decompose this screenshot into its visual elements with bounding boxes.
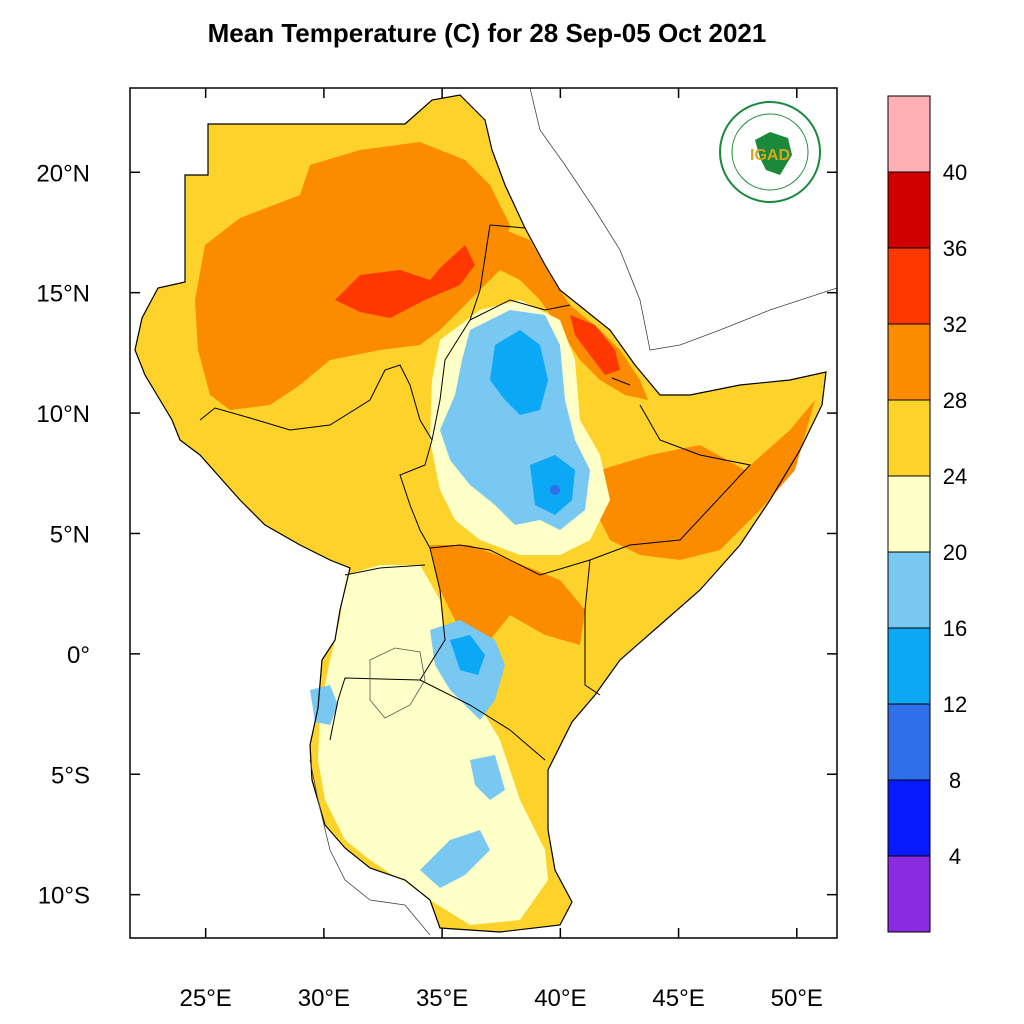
region-cool-tanzania: [420, 830, 490, 888]
lon-tick-label: 40°E: [534, 985, 586, 1012]
colorbar-bin: [887, 779, 931, 857]
region-cool-tanzania-2: [470, 755, 505, 800]
colorbar-bin: [887, 627, 931, 705]
colorbar-label: 8: [949, 768, 961, 793]
lon-tick-label: 25°E: [180, 985, 232, 1012]
lat-tick-label: 20°N: [36, 160, 90, 187]
region-very-hot-danakil: [570, 315, 620, 375]
colorbar-bin: [887, 703, 931, 781]
colorbar-label: 24: [943, 464, 967, 489]
colorbar-label: 16: [943, 616, 967, 641]
lon-tick-label: 45°E: [652, 985, 704, 1012]
country-borders: [199, 224, 751, 761]
colorbar-bin: [887, 475, 931, 553]
colorbar-label: 20: [943, 540, 967, 565]
colorbar-label: 36: [943, 236, 967, 261]
colorbar-label: 28: [943, 388, 967, 413]
region-hot-sudan: [195, 142, 510, 410]
lat-tick-label: 5°S: [51, 762, 90, 789]
lake-victoria-outline: [369, 647, 426, 719]
colorbar: 4 8 12 16 20 24 28 32 36 40: [887, 95, 967, 933]
map-title: Mean Temperature (C) for 28 Sep-05 Oct 2…: [207, 18, 767, 48]
lon-tick-label: 30°E: [298, 985, 350, 1012]
colorbar-label: 32: [943, 312, 967, 337]
svg-text:IGAD: IGAD: [750, 147, 790, 164]
region-mild-south: [318, 565, 548, 925]
axis-ticks: 25°E 30°E 35°E 40°E 45°E 50°E 20°N 15°N 10°N 5°N 0…: [36, 88, 837, 1012]
lat-tick-label: 0°: [67, 642, 90, 669]
map-border: [129, 87, 838, 939]
arabia-outline: [529, 88, 837, 351]
lon-tick-label: 35°E: [416, 985, 468, 1012]
colorbar-label: 4: [949, 844, 961, 869]
lat-tick-label: 5°N: [50, 521, 90, 548]
colorbar-bin: [887, 95, 931, 173]
colorbar-label: 40: [943, 160, 967, 185]
coastline: [134, 94, 827, 933]
congo-outline: [309, 759, 431, 936]
lon-tick-label: 50°E: [771, 985, 823, 1012]
lat-tick-label: 10°N: [36, 401, 90, 428]
lat-tick-label: 15°N: [36, 281, 90, 308]
region-cold-highlands-north: [490, 330, 548, 415]
colorbar-bin: [887, 323, 931, 401]
colorbar-bin: [887, 247, 931, 325]
lat-tick-label: 10°S: [38, 883, 90, 910]
colorbar-bin: [887, 855, 931, 933]
colorbar-bin: [887, 399, 931, 477]
region-very-hot-sudan: [335, 245, 475, 318]
region-cold-kenya: [450, 635, 485, 675]
region-coldest-spot: [550, 485, 560, 495]
igad-logo: IGAD: [719, 101, 821, 203]
region-cold-highlands-south: [530, 455, 575, 515]
colorbar-label: 12: [943, 692, 967, 717]
colorbar-bin: [887, 171, 931, 249]
region-hot-somalia: [595, 400, 815, 560]
region-hot-kenya: [430, 545, 585, 650]
colorbar-bin: [887, 551, 931, 629]
